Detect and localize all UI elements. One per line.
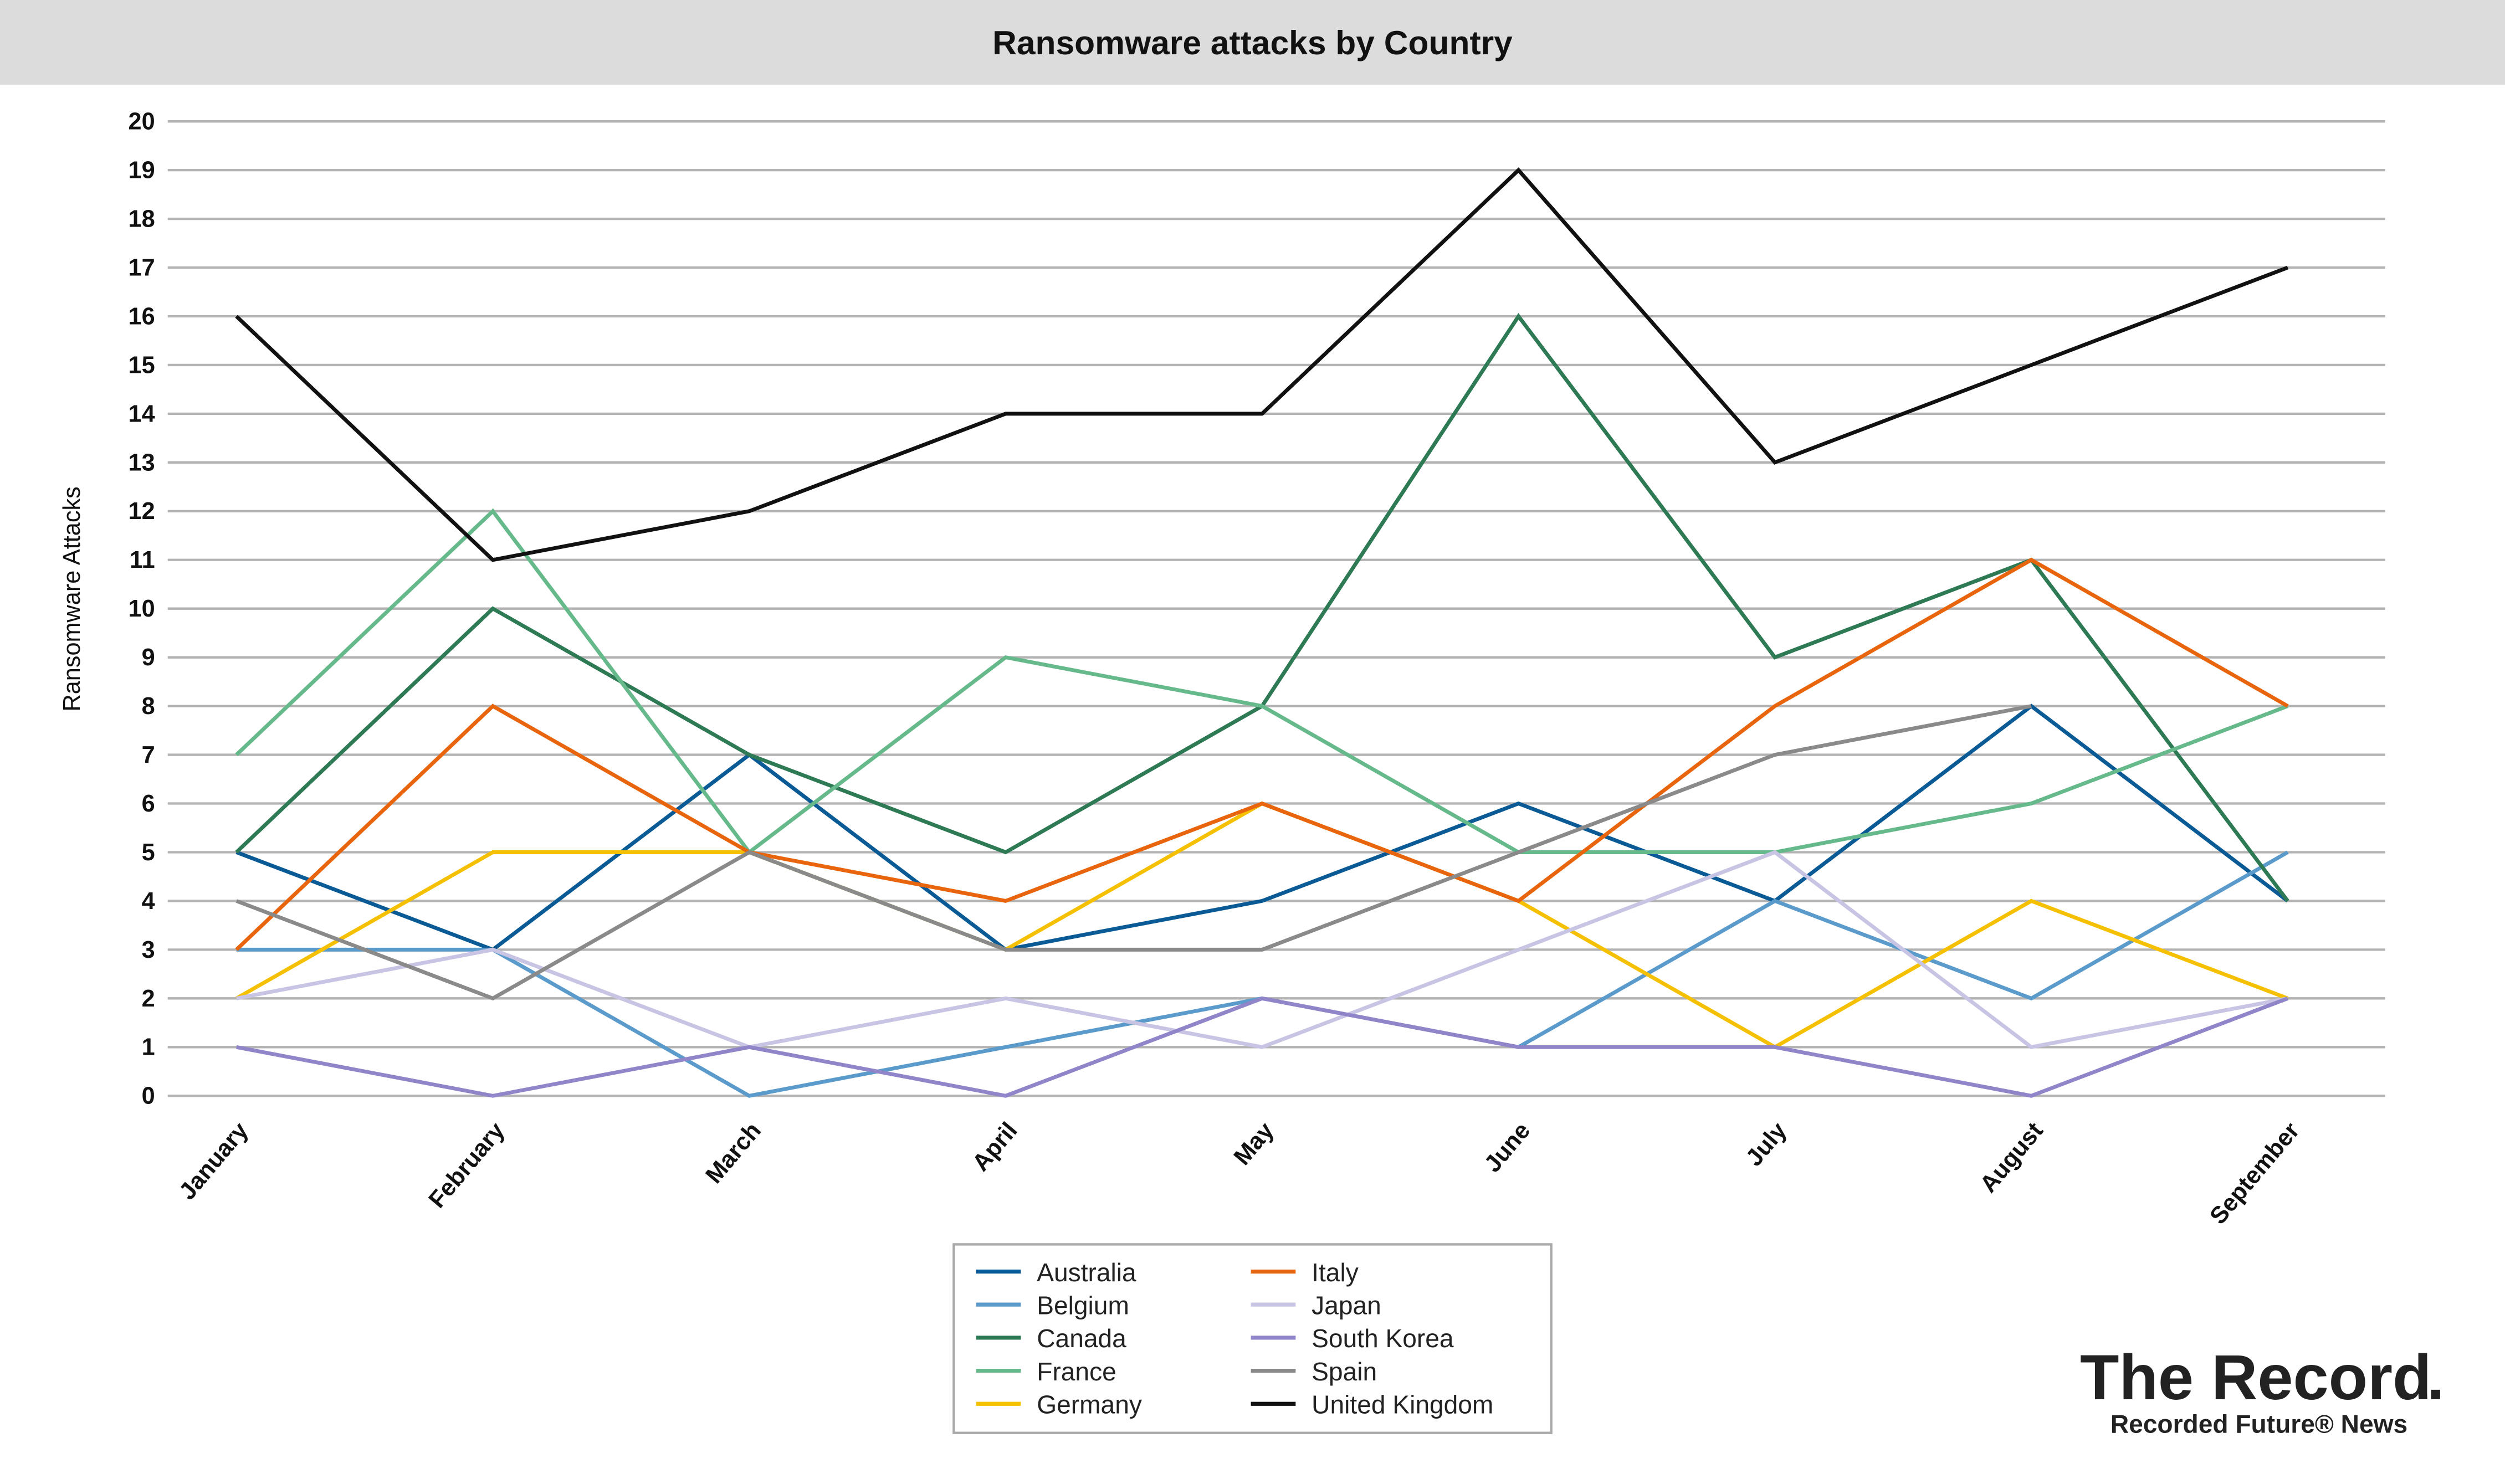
y-tick-label: 6 [142, 790, 155, 817]
y-tick-label: 19 [129, 157, 155, 184]
legend: Australia Belgium Canada France Germany Italy… [952, 1243, 1553, 1434]
series-line-australia [235, 704, 2289, 952]
x-tick-label: April [967, 1117, 1023, 1176]
y-tick-label: 9 [142, 644, 155, 671]
x-tick-label: September [2205, 1117, 2305, 1229]
y-tick-label: 15 [129, 352, 155, 378]
series-line-germany [235, 801, 2289, 1050]
x-tick-label: May [1229, 1117, 1279, 1170]
legend-label: Italy [1312, 1258, 1359, 1287]
legend-label: Germany [1037, 1390, 1142, 1419]
y-tick-label: 4 [142, 888, 155, 915]
x-tick-label: July [1741, 1117, 1792, 1171]
series-line-south-korea [236, 996, 2289, 1098]
legend-label: Australia [1037, 1258, 1136, 1287]
y-tick-label: 18 [129, 206, 155, 232]
legend-label: South Korea [1312, 1324, 1454, 1353]
series-line-italy [235, 557, 2289, 951]
series-line-spain [235, 704, 2032, 1001]
x-tick-label: August [1975, 1117, 2048, 1198]
series-line-belgium [236, 850, 2289, 1098]
svg-text:The Record: The Record [2080, 1342, 2431, 1413]
legend-label: Japan [1312, 1291, 1381, 1319]
y-tick-label: 11 [130, 547, 155, 573]
chart-title: Ransomware attacks by Country [992, 24, 1513, 61]
series-line-united-kingdom [235, 167, 2289, 562]
x-tick-label: March [700, 1117, 766, 1188]
y-tick-label: 20 [129, 109, 155, 135]
x-tick-label: January [174, 1117, 253, 1205]
y-tick-label: 3 [142, 937, 155, 963]
legend-label: Belgium [1037, 1291, 1129, 1319]
y-tick-label: 0 [142, 1083, 155, 1110]
svg-text:Recorded Future® News: Recorded Future® News [2110, 1410, 2407, 1439]
x-tick-label: February [423, 1117, 510, 1213]
legend-label: France [1037, 1357, 1116, 1386]
y-axis-label: Ransomware Attacks [59, 486, 85, 711]
y-tick-label: 14 [129, 400, 155, 427]
series-line-japan [236, 850, 2288, 1049]
y-tick-label: 2 [142, 985, 155, 1012]
legend-label: Spain [1312, 1357, 1377, 1386]
series-line-france [235, 508, 2289, 855]
y-tick-label: 16 [129, 303, 155, 330]
y-tick-label: 10 [129, 595, 155, 622]
y-tick-label: 8 [142, 693, 155, 720]
y-tick-label: 1 [142, 1034, 155, 1061]
title-bar [0, 0, 2505, 85]
y-tick-label: 7 [142, 742, 155, 768]
x-tick-label: June [1479, 1117, 1536, 1177]
legend-label: Canada [1037, 1324, 1126, 1353]
y-tick-label: 13 [129, 449, 155, 476]
legend-label: United Kingdom [1312, 1390, 1493, 1419]
svg-text:.: . [2427, 1342, 2445, 1413]
y-tick-label: 5 [142, 839, 155, 866]
logo: The Record . Recorded Future® News [2080, 1342, 2445, 1439]
y-tick-label: 12 [129, 498, 155, 525]
y-tick-label: 17 [129, 254, 155, 281]
